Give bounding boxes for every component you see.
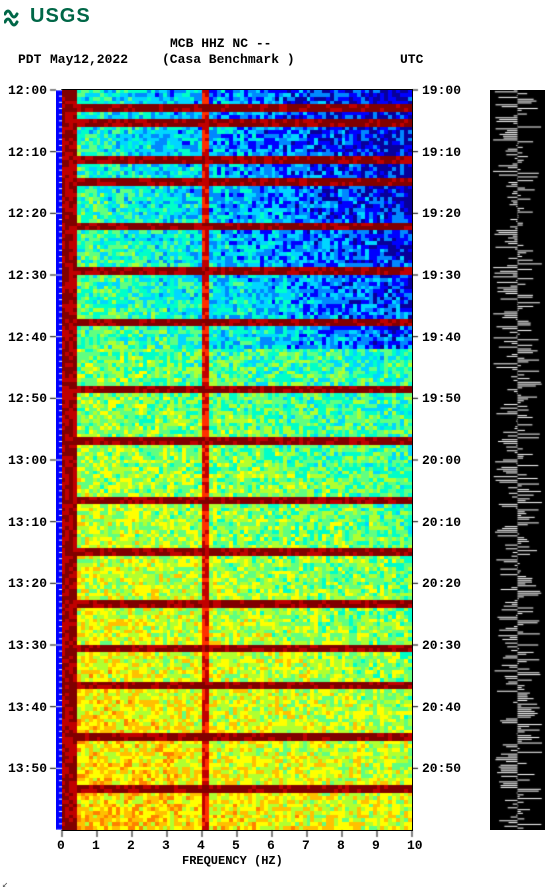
- y-tick-right: 19:20: [422, 206, 461, 221]
- y-tick-right: 20:00: [422, 453, 461, 468]
- y-tick-left: 13:30: [8, 638, 47, 653]
- corner-mark: ↙: [2, 879, 8, 891]
- y-tick-left: 13:10: [8, 515, 47, 530]
- y-tick-right: 20:40: [422, 700, 461, 715]
- x-tick: 0: [57, 838, 65, 853]
- timezone-left: PDT: [18, 52, 41, 67]
- left-blue-bar: [56, 90, 62, 830]
- y-tick-right: 19:00: [422, 83, 461, 98]
- x-tick: 10: [407, 838, 423, 853]
- x-tick: 1: [92, 838, 100, 853]
- spectrogram-plot: [62, 90, 412, 830]
- station-line-2: (Casa Benchmark ): [162, 52, 295, 67]
- y-tick-left: 13:40: [8, 700, 47, 715]
- y-tick-right: 19:50: [422, 391, 461, 406]
- header-date: May12,2022: [50, 52, 128, 67]
- y-tick-right: 19:40: [422, 330, 461, 345]
- amplitude-sidebar: [490, 90, 545, 830]
- x-tick: 9: [372, 838, 380, 853]
- y-tick-left: 12:30: [8, 268, 47, 283]
- y-tick-left: 13:50: [8, 761, 47, 776]
- y-tick-left: 12:20: [8, 206, 47, 221]
- y-tick-right: 20:50: [422, 761, 461, 776]
- usgs-text: USGS: [30, 5, 91, 28]
- y-tick-left: 12:40: [8, 330, 47, 345]
- usgs-logo: USGS: [4, 4, 91, 28]
- wave-icon: [4, 4, 28, 28]
- y-tick-right: 19:30: [422, 268, 461, 283]
- station-line-1: MCB HHZ NC --: [170, 36, 271, 51]
- y-tick-left: 12:10: [8, 145, 47, 160]
- y-tick-left: 12:50: [8, 391, 47, 406]
- x-tick: 7: [302, 838, 310, 853]
- y-tick-right: 20:30: [422, 638, 461, 653]
- x-tick: 8: [337, 838, 345, 853]
- x-tick: 4: [197, 838, 205, 853]
- x-axis-title: FREQUENCY (HZ): [182, 854, 283, 868]
- y-tick-right: 20:10: [422, 515, 461, 530]
- timezone-right: UTC: [400, 52, 423, 67]
- y-tick-right: 19:10: [422, 145, 461, 160]
- y-tick-right: 20:20: [422, 576, 461, 591]
- y-tick-left: 13:20: [8, 576, 47, 591]
- y-tick-left: 12:00: [8, 83, 47, 98]
- y-tick-left: 13:00: [8, 453, 47, 468]
- x-tick: 3: [162, 838, 170, 853]
- x-tick: 5: [232, 838, 240, 853]
- x-tick: 6: [267, 838, 275, 853]
- x-tick: 2: [127, 838, 135, 853]
